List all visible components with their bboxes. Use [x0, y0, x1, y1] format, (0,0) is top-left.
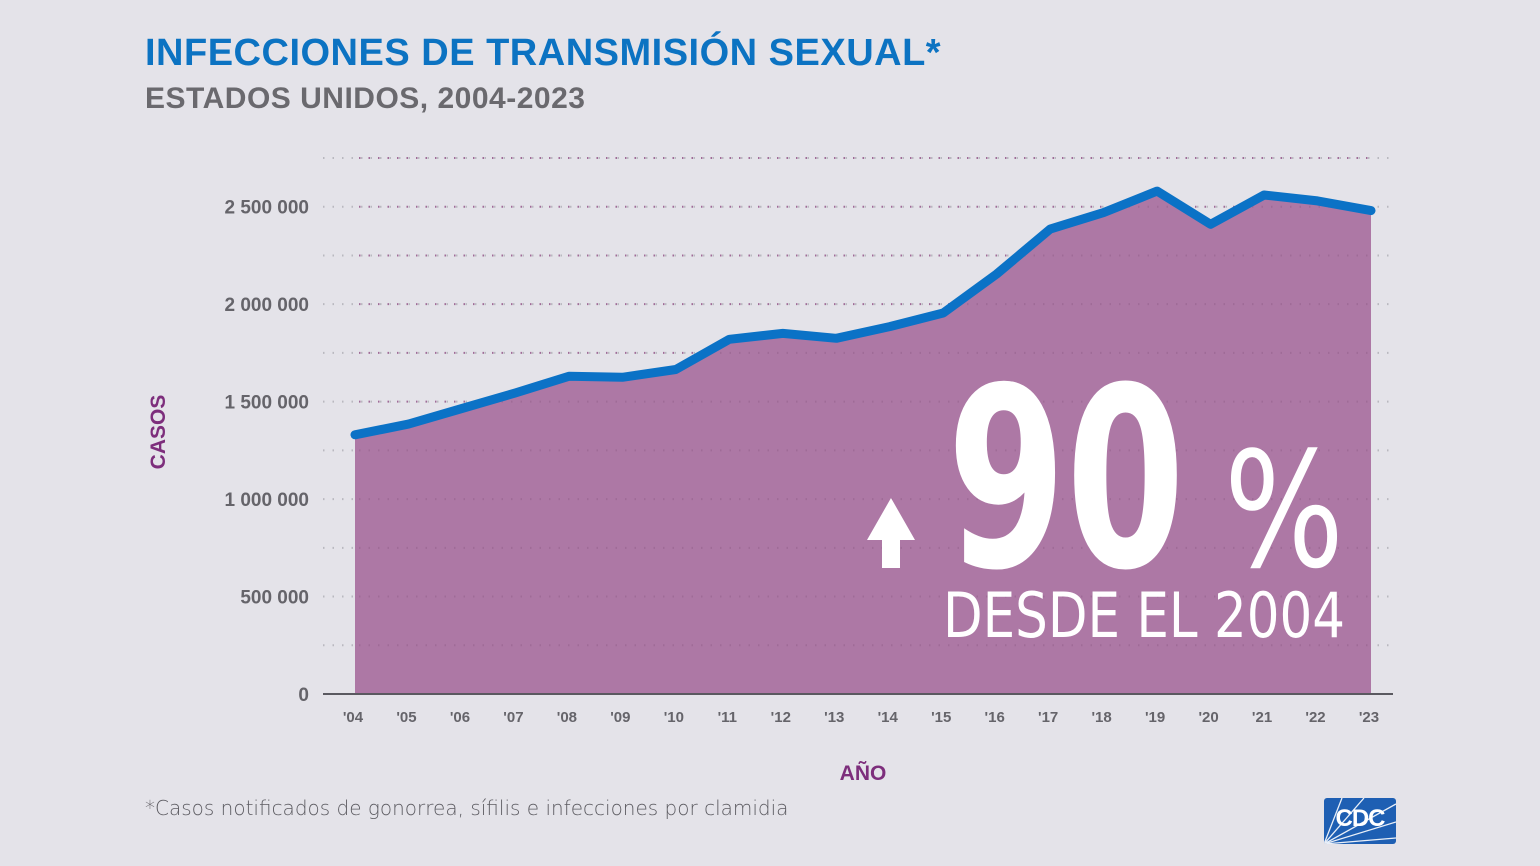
- annotation-unit: %: [1224, 417, 1344, 604]
- x-tick-label: '20: [1198, 709, 1218, 726]
- annotation-value: 90: [947, 334, 1185, 625]
- y-tick-label: 2 500 000: [224, 198, 309, 219]
- footnote: *Casos notificados de gonorrea, sífilis …: [145, 796, 789, 820]
- y-tick-label: 2 000 000: [224, 295, 309, 316]
- cdc-logo: CDC: [1324, 798, 1396, 844]
- x-axis-ticks: '04 '05 '06 '07 '08 '09 '10 '11 '12 '13 '14 '15 '16 '…: [343, 709, 1379, 726]
- x-tick-label: '08: [557, 709, 577, 726]
- x-tick-label: '14: [878, 709, 899, 726]
- x-tick-label: '17: [1038, 709, 1058, 726]
- x-tick-label: '05: [396, 709, 416, 726]
- x-tick-label: '06: [450, 709, 470, 726]
- x-tick-label: '21: [1252, 709, 1272, 726]
- x-tick-label: '15: [931, 709, 951, 726]
- y-axis-label: CASOS: [147, 395, 170, 470]
- x-tick-label: '13: [824, 709, 844, 726]
- y-tick-label: 1 500 000: [224, 393, 309, 414]
- x-tick-label: '16: [985, 709, 1005, 726]
- x-tick-label: '23: [1359, 709, 1379, 726]
- x-tick-label: '10: [664, 709, 684, 726]
- series-line: [350, 186, 1376, 440]
- x-tick-label: '19: [1145, 709, 1165, 726]
- area-fill: [355, 191, 1371, 694]
- y-axis-ticks: 0 500 000 1 000 000 1 500 000 2 000 000 2 500…: [224, 198, 309, 706]
- chart-subtitle: ESTADOS UNIDOS, 2004-2023: [145, 82, 586, 115]
- y-tick-label: 1 000 000: [224, 490, 309, 511]
- x-tick-label: '18: [1091, 709, 1111, 726]
- x-tick-label: '07: [503, 709, 523, 726]
- cdc-rays-icon: [1324, 798, 1396, 844]
- inner-gridlines: [359, 157, 1369, 647]
- x-tick-label: '09: [610, 709, 630, 726]
- x-tick-label: '04: [343, 709, 364, 726]
- chart-title: INFECCIONES DE TRANSMISIÓN SEXUAL*: [145, 32, 942, 74]
- up-arrow-icon: [867, 498, 915, 568]
- annotation-text: DESDE EL 2004: [943, 579, 1345, 652]
- cdc-logo-text: CDC: [1335, 805, 1386, 832]
- x-axis-label: AÑO: [840, 762, 887, 785]
- y-tick-label: 500 000: [240, 588, 309, 609]
- x-tick-label: '11: [718, 709, 737, 726]
- x-tick-label: '12: [771, 709, 791, 726]
- y-tick-label: 0: [298, 685, 309, 706]
- increase-annotation: 90 % DESDE EL 2004: [867, 334, 1345, 652]
- x-tick-label: '22: [1305, 709, 1325, 726]
